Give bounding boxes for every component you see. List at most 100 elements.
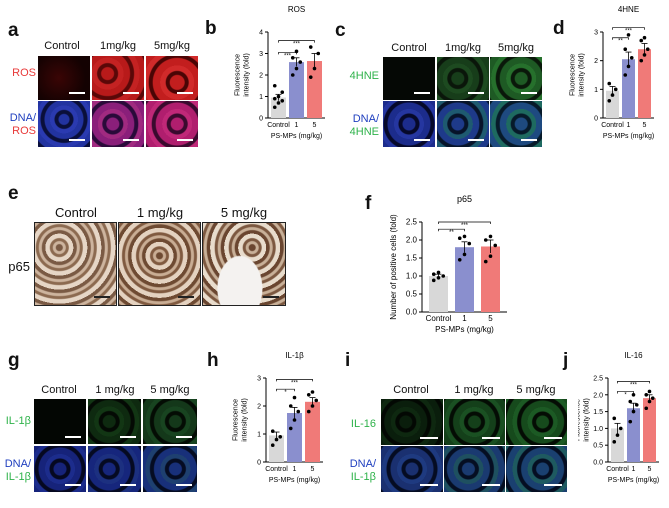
data-point [308,45,313,49]
panel-label-e: e [8,183,19,204]
x-tick-label: 1 [462,314,467,323]
ros-image-1mg [92,56,144,100]
data-point [296,409,301,414]
y-axis-label: Fluorescence [235,54,242,96]
data-point [272,83,277,88]
panel-label-h: h [207,350,219,371]
merge-image-control [381,446,443,492]
significance-bracket [438,228,465,232]
col-title-control: Control [393,384,429,396]
x-tick-label: 5 [488,314,493,323]
col-title-5mg: 5mg/kg [153,40,191,52]
data-point [631,393,636,397]
y-tick-label: 0.0 [593,460,603,467]
significance-bracket [278,52,297,55]
row-label-dna: DNA/ [9,112,36,124]
data-point [644,406,649,411]
row-label-dna: DNA/ [352,113,379,125]
bar-1 [287,413,302,462]
data-point [431,278,436,283]
y-tick-label: 1.5 [406,254,418,263]
y-tick-label: 1.0 [593,426,603,433]
panel-label-j: j [563,350,569,371]
row-label-il1b-merge: IL-1β [5,471,31,483]
p65-ihc-control [34,222,117,306]
il16-image-1mg [444,399,505,445]
significance-bracket [617,381,650,384]
x-tick-label: Control [606,466,629,473]
significance-bracket [438,221,491,224]
col-title-1mg: 1 mg/kg [454,384,494,396]
y-tick-label: 2 [594,58,598,65]
y-tick-label: 0.5 [593,443,603,450]
data-point [483,238,488,242]
row-label-p65: p65 [8,259,30,274]
significance-label: *** [625,29,633,35]
col-title-5mg: 5 mg/kg [150,384,190,396]
data-point [272,96,277,101]
data-point [467,241,472,246]
panel-label-d: d [553,18,565,39]
data-point [290,56,295,60]
merge-image-control [38,101,90,147]
merge-image-5mg [146,101,198,147]
data-point [613,87,618,92]
data-point [488,254,493,258]
merge-image-1mg [437,101,489,147]
row-label-4hne: 4HNE [349,70,379,82]
y-axis-label: Fluorescence [570,54,577,96]
data-point [642,35,647,40]
data-point [436,276,441,280]
data-point [607,99,612,103]
panel-label-a: a [8,20,19,41]
il1b-image-control [34,399,86,444]
x-axis-label: PS-MPs (mg/kg) [435,325,494,334]
y-tick-label: 2.0 [406,236,418,245]
col-title-1mg: 1 mg/kg [136,205,184,220]
bar-control [271,97,286,118]
data-point [310,404,315,408]
merge-image-1mg [92,101,144,147]
data-point [276,101,281,105]
4hne-image-1mg [437,57,489,100]
y-tick-label: 3 [257,376,261,383]
y-tick-label: 0 [594,116,598,123]
chart-title: IL-16 [624,351,643,360]
ros-image-control [38,56,90,100]
col-title-5mg: 5 mg/kg [516,384,556,396]
significance-bracket [276,388,295,392]
significance-label: ** [618,39,623,45]
significance-bracket [612,27,645,30]
significance-label: *** [293,42,301,48]
x-axis-label: PS-MPs (mg/kg) [608,477,659,484]
x-tick-label: Control [601,122,624,129]
data-point [623,73,628,77]
x-tick-label: 5 [311,466,315,473]
data-point [431,272,436,276]
merge-image-control [34,446,86,492]
bar-1 [627,408,640,462]
chart-j: IL-16 0.0 0.5 1.0 1.5 2.0 2.5 Fluorescence inten… [578,351,659,484]
x-tick-label: Control [426,314,452,323]
data-point [274,437,279,442]
data-point [276,94,281,99]
significance-bracket [276,379,313,382]
y-tick-label: 3 [259,51,263,58]
p65-ihc-1mg [118,222,201,306]
row-label-il1b-merge: IL-1β [350,471,376,483]
chart-title: p65 [457,194,472,204]
col-title-control: Control [55,205,97,220]
bar-1 [289,62,304,118]
bar-5 [643,398,656,462]
data-point [642,53,647,57]
y-tick-label: 1 [259,94,263,101]
data-point [310,390,315,394]
4hne-image-control [383,57,435,100]
panel-label-f: f [365,193,372,214]
data-point [607,81,612,86]
x-axis-label: PS-MPs (mg/kg) [603,133,654,140]
col-title-control: Control [391,42,427,54]
ros-image-5mg [146,56,198,100]
y-tick-label: 3 [594,30,598,37]
data-point [298,60,303,64]
